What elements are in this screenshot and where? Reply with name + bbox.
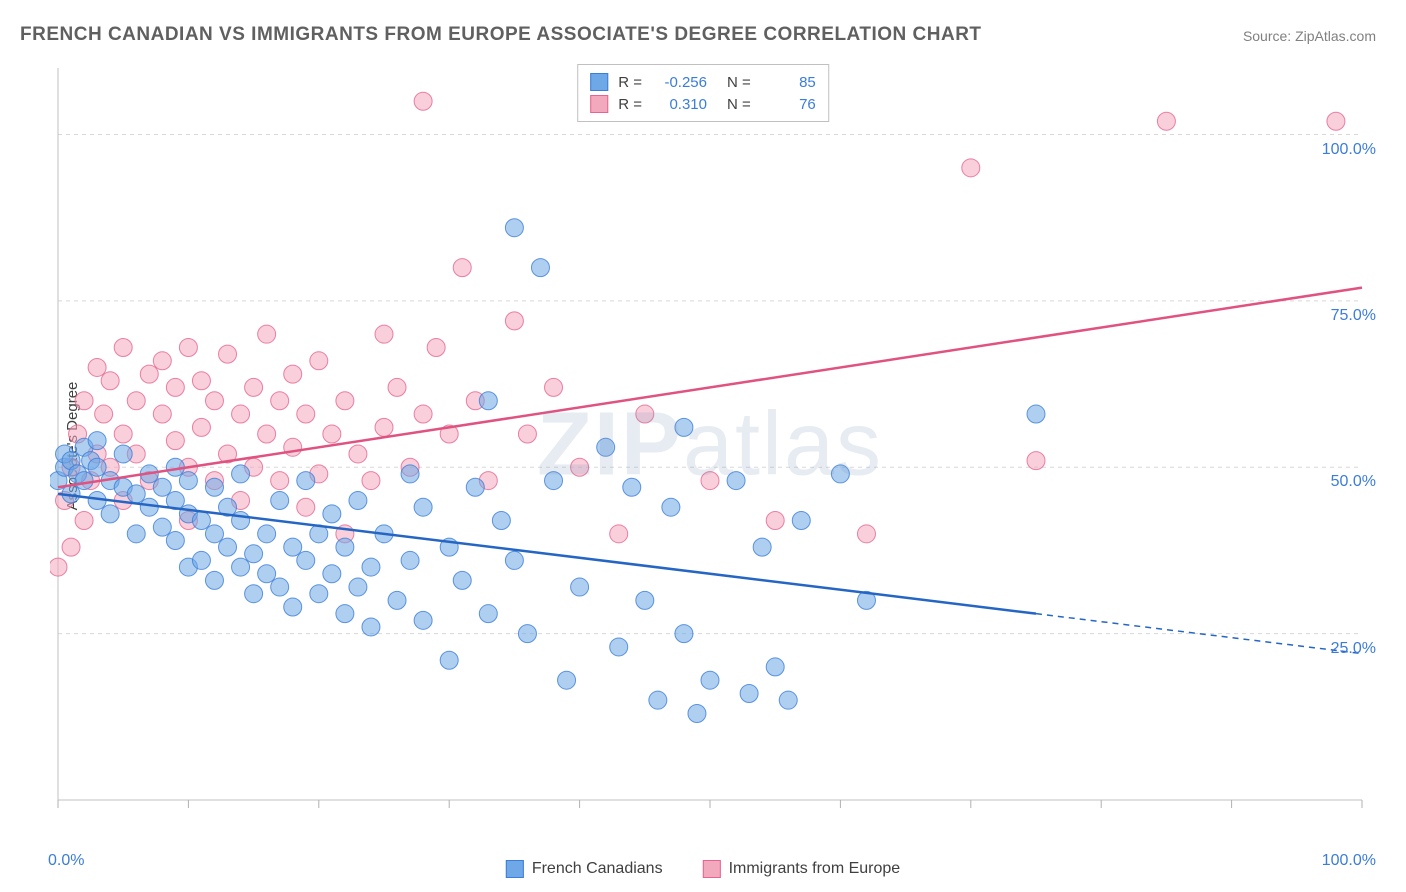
swatch-blue-bottom — [506, 860, 524, 878]
y-tick-25: 25.0% — [1331, 640, 1376, 658]
scatter-chart — [50, 60, 1370, 830]
legend-label-pink: Immigrants from Europe — [729, 860, 901, 878]
swatch-pink — [590, 95, 608, 113]
chart-title: FRENCH CANADIAN VS IMMIGRANTS FROM EUROP… — [20, 24, 982, 46]
x-tick-right: 100.0% — [1322, 852, 1376, 870]
plot-area: ZIPatlas — [50, 60, 1370, 830]
y-tick-100: 100.0% — [1322, 141, 1376, 159]
stats-row-pink: R = 0.310 N = 76 — [590, 93, 816, 115]
stats-legend: R = -0.256 N = 85 R = 0.310 N = 76 — [577, 64, 829, 122]
x-tick-left: 0.0% — [48, 852, 84, 870]
stats-row-blue: R = -0.256 N = 85 — [590, 71, 816, 93]
source-attribution: Source: ZipAtlas.com — [1243, 28, 1376, 44]
bottom-legend: French Canadians Immigrants from Europe — [506, 860, 900, 878]
swatch-blue — [590, 73, 608, 91]
legend-item-pink: Immigrants from Europe — [703, 860, 901, 878]
legend-label-blue: French Canadians — [532, 860, 663, 878]
swatch-pink-bottom — [703, 860, 721, 878]
y-tick-50: 50.0% — [1331, 473, 1376, 491]
y-tick-75: 75.0% — [1331, 307, 1376, 325]
legend-item-blue: French Canadians — [506, 860, 663, 878]
